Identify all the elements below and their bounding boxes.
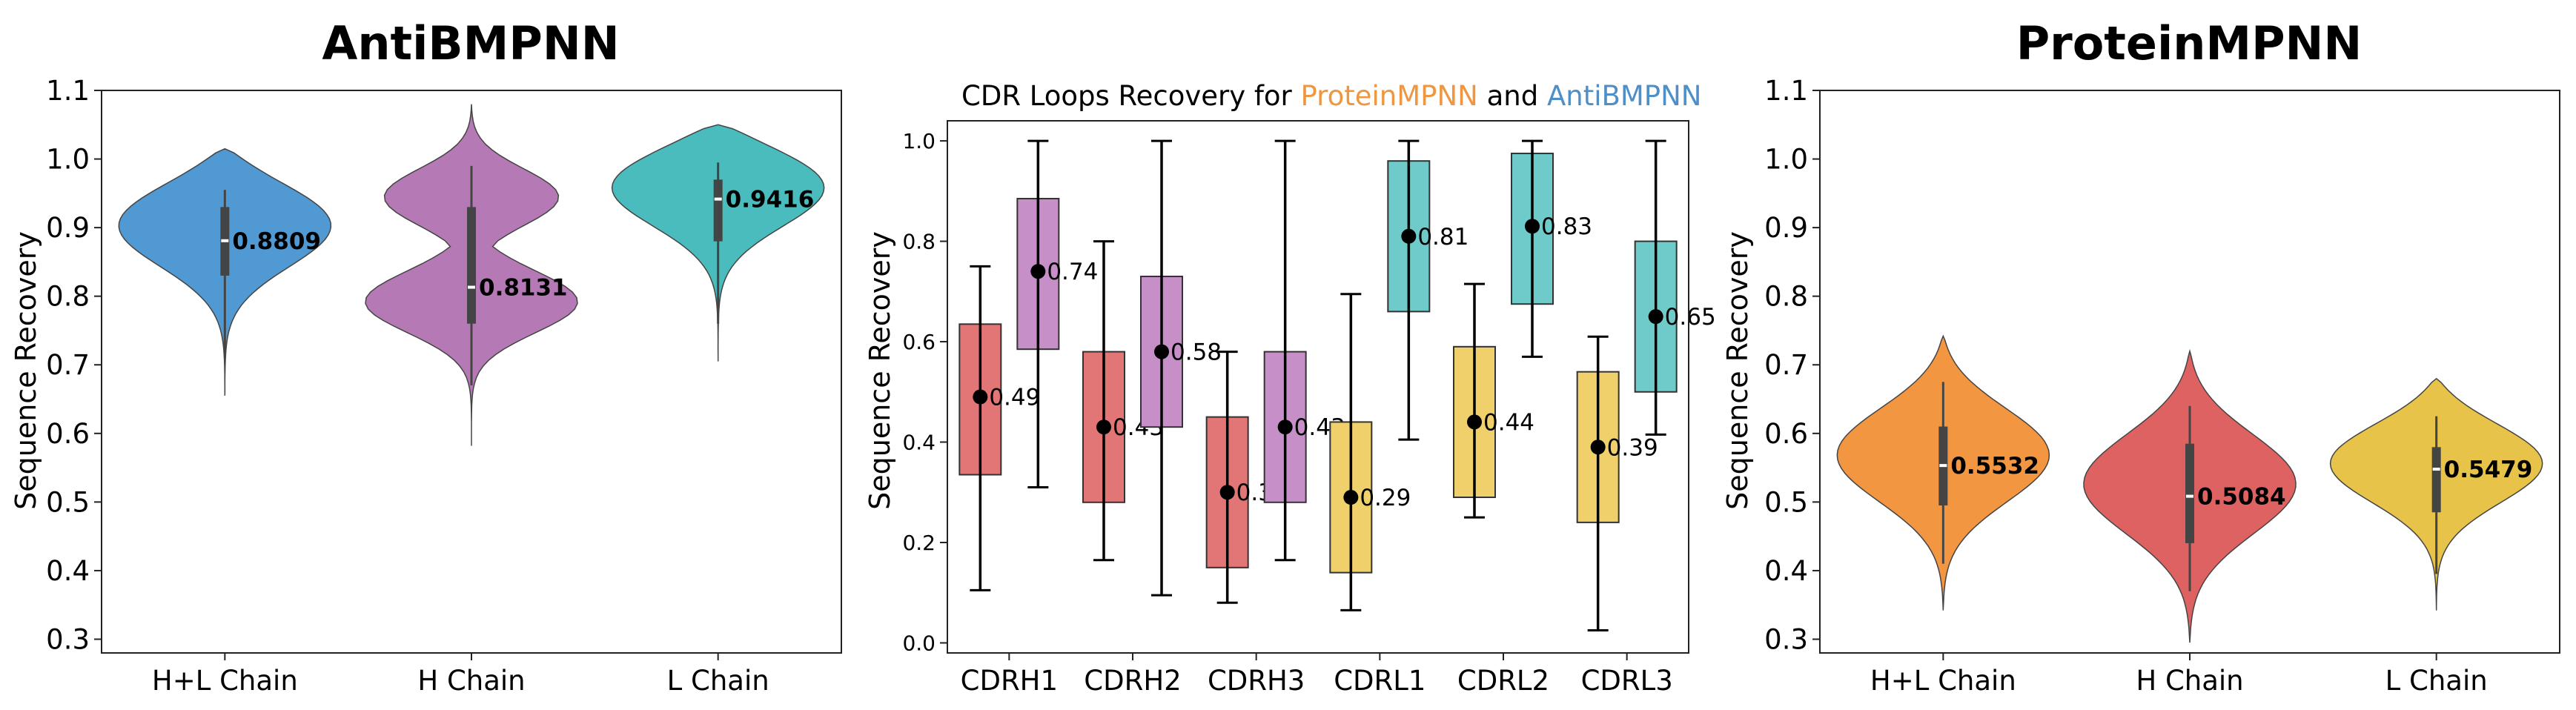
title-antibmpnn: AntiBMPNN: [1547, 80, 1702, 112]
y-tick-label: 0.0: [902, 631, 936, 655]
y-tick-label: 0.2: [902, 531, 936, 555]
plot-area: 0.00.20.40.60.81.0CDRH10.490.74CDRH20.43…: [902, 129, 1715, 697]
y-axis-label: Sequence Recovery: [1721, 231, 1754, 510]
violin-iqr-box: [2431, 447, 2441, 513]
y-tick-label: 0.4: [46, 555, 90, 587]
y-tick-label: 1.1: [46, 75, 90, 107]
y-tick-label: 0.5: [46, 486, 90, 518]
violin-median-marker: [1939, 464, 1947, 468]
mean-point: [1030, 264, 1046, 279]
y-axis-label: Sequence Recovery: [864, 231, 896, 510]
median-label: 0.5084: [2197, 484, 2286, 511]
antibmpnn-violin-panel: AntiBMPNN Sequence Recovery 0.3 0.4 0.5 0.6…: [10, 16, 842, 697]
violin-iqr-box: [2185, 443, 2194, 543]
chart-title: AntiBMPNN: [322, 16, 619, 70]
mean-point: [1219, 485, 1235, 500]
mean-point: [1648, 309, 1663, 325]
x-tick-label: L Chain: [2385, 665, 2488, 697]
violin-iqr-box: [713, 179, 723, 242]
mean-label: 0.29: [1360, 485, 1411, 511]
x-tick-label: H Chain: [417, 665, 525, 697]
mean-point: [1096, 419, 1111, 435]
mean-point: [1525, 219, 1540, 234]
y-tick-label: 0.6: [1764, 418, 1808, 450]
median-label: 0.5479: [2444, 457, 2533, 483]
violin-iqr-box: [467, 207, 476, 324]
y-tick-label: 0.8: [1764, 281, 1808, 313]
y-tick-label: 0.6: [902, 330, 936, 354]
violin-median-marker: [2186, 494, 2193, 498]
y-tick-label: 0.4: [902, 431, 936, 455]
mean-point: [1154, 344, 1169, 359]
mean-point: [1590, 439, 1606, 455]
violin-median-marker: [2432, 468, 2440, 471]
y-tick-label: 0.5: [1764, 486, 1808, 518]
cdr-boxplot-panel: CDR Loops Recovery for ProteinMPNN and A…: [864, 80, 1716, 697]
mean-point: [1343, 490, 1359, 505]
mean-label: 0.44: [1483, 409, 1534, 436]
x-tick-label: H+L Chain: [152, 665, 298, 697]
mean-label: 0.49: [989, 385, 1040, 411]
y-axis-label: Sequence Recovery: [10, 231, 42, 510]
mean-label: 0.58: [1171, 339, 1222, 366]
y-tick-label: 0.9: [1764, 212, 1808, 244]
y-tick-label: 0.8: [46, 281, 90, 313]
median-label: 0.5532: [1950, 453, 2039, 480]
mean-label: 0.39: [1607, 434, 1658, 461]
mean-label: 0.81: [1417, 224, 1469, 251]
x-tick-label: CDRL2: [1457, 665, 1549, 697]
median-label: 0.8131: [479, 275, 568, 302]
median-label: 0.8809: [232, 228, 321, 255]
x-tick-label: H Chain: [2136, 665, 2243, 697]
y-tick-label: 1.1: [1764, 75, 1808, 107]
mean-point: [973, 389, 988, 405]
mean-point: [1401, 228, 1417, 244]
y-tick-label: 1.0: [902, 129, 936, 153]
proteinmpnn-violin-panel: ProteinMPNN Sequence Recovery 0.30.40.50…: [1721, 16, 2560, 697]
violin-median-marker: [468, 285, 475, 289]
y-tick-label: 1.0: [46, 144, 90, 176]
violin-median-marker: [221, 239, 229, 242]
mean-point: [1277, 419, 1293, 435]
title-part: and: [1478, 80, 1547, 112]
y-tick-label: 0.9: [46, 212, 90, 244]
x-tick-label: CDRL1: [1334, 665, 1426, 697]
x-tick-label: L Chain: [667, 665, 769, 697]
median-label: 0.9416: [726, 187, 815, 213]
axes-frame: [101, 90, 842, 654]
mean-point: [1467, 414, 1482, 430]
y-tick-label: 0.4: [1764, 555, 1808, 587]
title-part: CDR Loops Recovery for: [961, 80, 1301, 112]
chart-title: ProteinMPNN: [2016, 16, 2363, 70]
y-tick-label: 1.0: [1764, 144, 1808, 176]
y-tick-label: 0.3: [1764, 623, 1808, 655]
title-proteinmpnn: ProteinMPNN: [1301, 80, 1478, 112]
violin-median-marker: [714, 197, 722, 201]
axes-frame: [947, 120, 1689, 654]
y-tick-label: 0.6: [46, 418, 90, 450]
mean-label: 0.83: [1541, 213, 1592, 240]
y-tick-label: 0.3: [46, 623, 90, 655]
axes-frame: [1819, 90, 2560, 654]
x-tick-label: CDRH3: [1208, 665, 1305, 697]
plot-area: 0.3 0.4 0.5 0.6 0.7 0.8 0.9 1.0 1.1 H+L Chain 0.88…: [46, 75, 825, 697]
x-tick-label: CDRL3: [1581, 665, 1673, 697]
mean-label: 0.65: [1665, 304, 1716, 331]
x-tick-label: CDRH1: [961, 665, 1058, 697]
x-tick-label: H+L Chain: [1870, 665, 2016, 697]
x-tick-label: CDRH2: [1084, 665, 1181, 697]
mean-label: 0.74: [1047, 259, 1098, 285]
plot-area: 0.3 0.4 0.5 0.6 0.7 0.8 0.9 1.0 1.1 H+L Chain 0.55…: [1764, 75, 2543, 697]
chart-title: CDR Loops Recovery for ProteinMPNN and A…: [961, 80, 1701, 112]
y-tick-label: 0.7: [1764, 349, 1808, 381]
y-tick-label: 0.8: [902, 230, 936, 254]
y-tick-label: 0.7: [46, 349, 90, 381]
